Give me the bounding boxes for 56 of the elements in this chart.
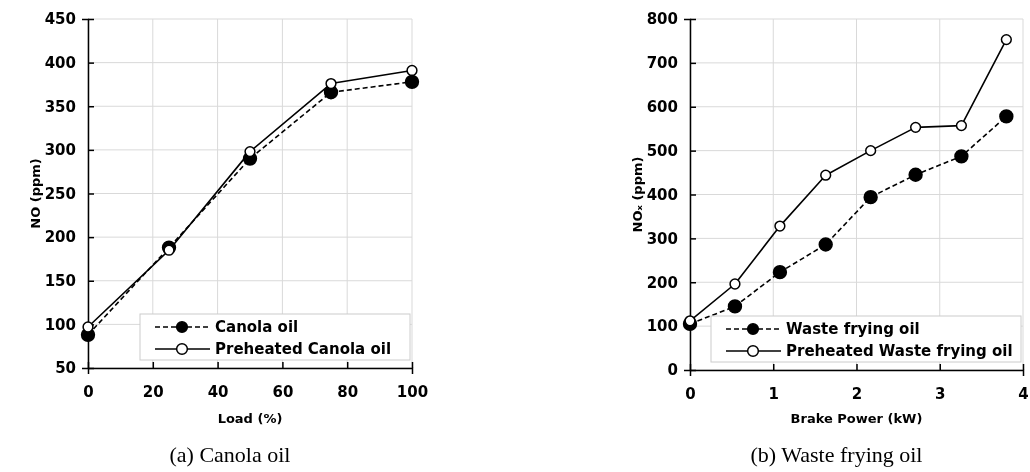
y-tick-label: 250 bbox=[44, 184, 76, 203]
x-tick-label: 0 bbox=[83, 382, 94, 401]
legend-label: Preheated Canola oil bbox=[215, 340, 392, 358]
point bbox=[818, 237, 833, 252]
point bbox=[404, 74, 420, 89]
point bbox=[772, 264, 788, 280]
y-tick-label: 300 bbox=[44, 141, 76, 160]
point bbox=[999, 109, 1014, 124]
point bbox=[909, 121, 922, 133]
x-tick-label: 3 bbox=[935, 384, 946, 403]
y-tick-label: 350 bbox=[44, 97, 76, 116]
x-tick-label: 100 bbox=[396, 382, 429, 401]
point bbox=[406, 64, 418, 77]
y-tick-label: 700 bbox=[646, 54, 678, 73]
point bbox=[729, 278, 741, 290]
text: (a) Canola oil bbox=[169, 442, 291, 467]
text: (b) Waste frying oil bbox=[750, 442, 923, 467]
y-tick-label: 200 bbox=[44, 228, 76, 247]
x-tick-label: 20 bbox=[142, 382, 164, 401]
point bbox=[954, 149, 969, 164]
y-tick-label: 200 bbox=[646, 273, 678, 292]
point bbox=[163, 244, 175, 256]
point bbox=[908, 167, 923, 182]
x-axis-title: Brake Power (kW) bbox=[790, 411, 923, 426]
x-tick-label: 60 bbox=[272, 382, 294, 401]
y-tick-label: 300 bbox=[646, 229, 678, 248]
x-tick-label: 40 bbox=[207, 382, 229, 401]
point bbox=[774, 220, 786, 232]
y-tick-label: 400 bbox=[646, 185, 678, 204]
y-tick-label: 400 bbox=[44, 53, 76, 72]
x-tick-label: 2 bbox=[851, 384, 863, 403]
y-tick-label: 0 bbox=[667, 361, 678, 380]
y-tick-label: 800 bbox=[646, 10, 678, 29]
point bbox=[955, 119, 968, 132]
point bbox=[1000, 33, 1012, 46]
y-axis-title: NOₓ (ppm) bbox=[630, 156, 645, 233]
y-tick-label: 150 bbox=[44, 272, 76, 291]
x-axis-title: Load (%) bbox=[217, 411, 283, 426]
x-tick-label: 1 bbox=[768, 384, 779, 403]
x-tick-label: 4 bbox=[1018, 384, 1029, 403]
y-axis-title: NO (ppm) bbox=[28, 158, 43, 229]
x-tick-label: 80 bbox=[337, 382, 359, 401]
legend-label: Canola oil bbox=[215, 318, 299, 336]
point bbox=[727, 299, 743, 314]
point bbox=[865, 145, 877, 157]
point bbox=[863, 189, 878, 205]
y-tick-label: 600 bbox=[646, 98, 678, 117]
y-tick-label: 450 bbox=[44, 10, 76, 29]
y-tick-label: 100 bbox=[44, 315, 76, 334]
y-tick-label: 500 bbox=[646, 141, 678, 160]
y-tick-label: 50 bbox=[55, 359, 76, 378]
x-tick-label: 0 bbox=[685, 384, 696, 403]
y-tick-label: 100 bbox=[646, 317, 678, 336]
legend-label: Waste frying oil bbox=[786, 320, 920, 338]
point bbox=[820, 169, 832, 181]
legend-label: Preheated Waste frying oil bbox=[786, 342, 1013, 360]
